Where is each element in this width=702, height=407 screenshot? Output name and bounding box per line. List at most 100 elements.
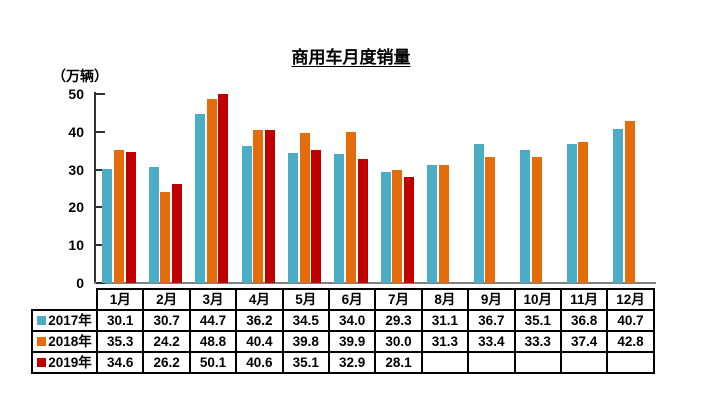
table-value-cell: 40.4 bbox=[235, 330, 284, 353]
bar-2018年-9月 bbox=[485, 156, 496, 283]
bar-2017年-6月 bbox=[334, 154, 345, 283]
bar-2019年-4月 bbox=[264, 129, 275, 283]
y-axis-tick-label: 10 bbox=[68, 237, 84, 254]
bar-2017年-12月 bbox=[612, 129, 623, 283]
legend-swatch-2017年 bbox=[37, 316, 47, 325]
y-axis-tick-label: 50 bbox=[68, 86, 84, 102]
table-value-cell: 40.6 bbox=[235, 351, 284, 374]
data-table: 1月 2月 3月 4月 5月 6月 7月 8月 9月 10月 11月 12月 2017年 30.1 30.7… bbox=[31, 288, 655, 374]
table-month-header: 4月 bbox=[235, 288, 284, 311]
bar-2019年-5月 bbox=[311, 150, 322, 283]
bar-2018年-3月 bbox=[206, 98, 217, 283]
table-value-cell: 35.3 bbox=[95, 330, 145, 353]
legend-swatch-2018年 bbox=[37, 337, 47, 346]
table-value-cell: 39.8 bbox=[281, 330, 330, 353]
table-series-label: 2018年 bbox=[31, 330, 98, 353]
table-value-cell: 26.2 bbox=[142, 351, 191, 374]
table-month-header: 6月 bbox=[327, 288, 377, 311]
series-name: 2017年 bbox=[48, 313, 92, 328]
table-value-cell: 36.2 bbox=[235, 309, 284, 332]
y-axis-tick-mark bbox=[96, 168, 105, 171]
table-month-header: 8月 bbox=[420, 288, 470, 311]
bar-2018年-1月 bbox=[113, 149, 124, 283]
table-series-label: 2019年 bbox=[31, 351, 98, 374]
table-value-cell: 31.1 bbox=[420, 309, 470, 332]
y-axis-tick-label: 30 bbox=[68, 161, 84, 178]
table-value-cell: 35.1 bbox=[281, 351, 330, 374]
x-axis-line bbox=[94, 282, 656, 284]
series-name: 2019年 bbox=[48, 355, 92, 370]
table-value-cell: 30.1 bbox=[95, 309, 145, 332]
table-value-cell: 35.1 bbox=[513, 309, 562, 332]
bar-2017年-11月 bbox=[566, 143, 577, 283]
table-value-cell: 40.7 bbox=[606, 309, 655, 332]
table-month-header: 3月 bbox=[188, 288, 238, 311]
bar-2018年-2月 bbox=[160, 191, 171, 283]
table-value-cell: 24.2 bbox=[142, 330, 191, 353]
bar-2018年-7月 bbox=[392, 169, 403, 283]
bar-2018年-11月 bbox=[578, 141, 589, 283]
bar-2018年-10月 bbox=[531, 157, 542, 283]
table-month-header: 9月 bbox=[467, 288, 516, 311]
table-value-cell: 34.6 bbox=[95, 351, 145, 374]
y-axis-tick-mark bbox=[96, 206, 105, 209]
bar-2019年-3月 bbox=[218, 93, 229, 283]
table-value-cell bbox=[513, 351, 562, 374]
table-value-cell: 33.4 bbox=[467, 330, 516, 353]
chart-title: 商用车月度销量 bbox=[291, 48, 411, 67]
y-axis-line bbox=[94, 92, 96, 284]
table-month-header: 12月 bbox=[606, 288, 655, 311]
bar-2017年-4月 bbox=[241, 146, 252, 283]
y-axis-tick-mark bbox=[96, 282, 105, 284]
bar-2017年-1月 bbox=[102, 169, 113, 283]
table-value-cell: 39.9 bbox=[327, 330, 377, 353]
bar-2019年-6月 bbox=[357, 158, 368, 283]
table-value-cell bbox=[420, 351, 470, 374]
table-value-cell: 44.7 bbox=[188, 309, 238, 332]
table-value-cell: 31.3 bbox=[420, 330, 470, 353]
table-value-cell: 34.5 bbox=[281, 309, 330, 332]
table-month-header: 5月 bbox=[281, 288, 330, 311]
bar-2017年-3月 bbox=[195, 114, 206, 283]
y-axis-tick-mark bbox=[96, 93, 105, 95]
table-series-label: 2017年 bbox=[31, 309, 98, 332]
bar-2017年-9月 bbox=[473, 144, 484, 283]
table-value-cell: 37.4 bbox=[559, 330, 609, 353]
table-value-cell: 33.3 bbox=[513, 330, 562, 353]
table-corner-cell bbox=[32, 289, 97, 310]
table-value-cell: 30.0 bbox=[374, 330, 423, 353]
table-value-cell: 28.1 bbox=[374, 351, 423, 374]
table-value-cell: 29.3 bbox=[374, 309, 423, 332]
bar-2019年-7月 bbox=[404, 176, 415, 283]
bar-2017年-5月 bbox=[287, 152, 298, 283]
bar-2018年-8月 bbox=[438, 164, 449, 283]
table-value-cell bbox=[606, 351, 655, 374]
table-month-header: 2月 bbox=[142, 288, 191, 311]
table-month-header: 1月 bbox=[95, 288, 145, 311]
table-value-cell: 48.8 bbox=[188, 330, 238, 353]
table-value-cell bbox=[559, 351, 609, 374]
table-value-cell: 42.8 bbox=[606, 330, 655, 353]
table-value-cell: 32.9 bbox=[327, 351, 377, 374]
bar-2018年-4月 bbox=[253, 130, 264, 283]
bar-2018年-12月 bbox=[624, 121, 635, 283]
y-axis-tick-label: 0 bbox=[76, 275, 84, 291]
bar-2019年-2月 bbox=[171, 183, 182, 283]
table-value-cell: 34.0 bbox=[327, 309, 377, 332]
y-axis-unit-label: （万辆） bbox=[52, 68, 108, 84]
y-axis-tick-label: 40 bbox=[68, 123, 84, 140]
bar-2017年-7月 bbox=[380, 172, 391, 283]
bar-2018年-5月 bbox=[299, 132, 310, 283]
table-month-header: 7月 bbox=[374, 288, 423, 311]
table-month-header: 11月 bbox=[559, 288, 609, 311]
bar-2017年-2月 bbox=[148, 166, 159, 283]
bar-2019年-1月 bbox=[125, 152, 136, 283]
y-axis-tick-mark bbox=[96, 244, 105, 247]
legend-swatch-2019年 bbox=[37, 358, 47, 367]
bar-2017年-10月 bbox=[520, 150, 531, 283]
table-value-cell: 36.8 bbox=[559, 309, 609, 332]
y-axis-tick-label: 20 bbox=[68, 199, 84, 216]
bar-2018年-6月 bbox=[346, 132, 356, 283]
table-value-cell: 36.7 bbox=[467, 309, 516, 332]
table-month-header: 10月 bbox=[513, 288, 562, 311]
